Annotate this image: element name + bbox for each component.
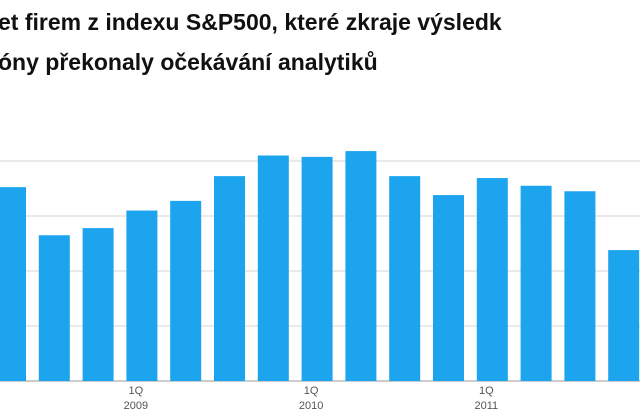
bar (82, 228, 114, 381)
x-tick-label: 1Q (304, 385, 319, 397)
x-tick-year: 2010 (299, 400, 323, 412)
bar (301, 156, 333, 381)
bar (0, 187, 26, 381)
bar (433, 195, 464, 381)
bar (214, 176, 245, 381)
bar (345, 151, 377, 381)
bar (257, 155, 289, 381)
bar (170, 200, 202, 381)
bar (389, 176, 421, 381)
bar (564, 191, 596, 381)
bar (476, 178, 508, 381)
x-tick-label: 1Q (479, 385, 494, 397)
bar (520, 185, 552, 381)
x-tick-year: 2011 (474, 400, 498, 412)
bar (608, 250, 640, 381)
x-tick-year: 2009 (124, 400, 148, 412)
chart-title: et firem z indexu S&P500, které zkraje v… (0, 9, 502, 35)
x-tick-label: 1Q (129, 385, 144, 397)
bar (38, 235, 70, 381)
bar (126, 210, 158, 381)
chart-title: óny překonaly očekávání analytiků (0, 49, 378, 75)
